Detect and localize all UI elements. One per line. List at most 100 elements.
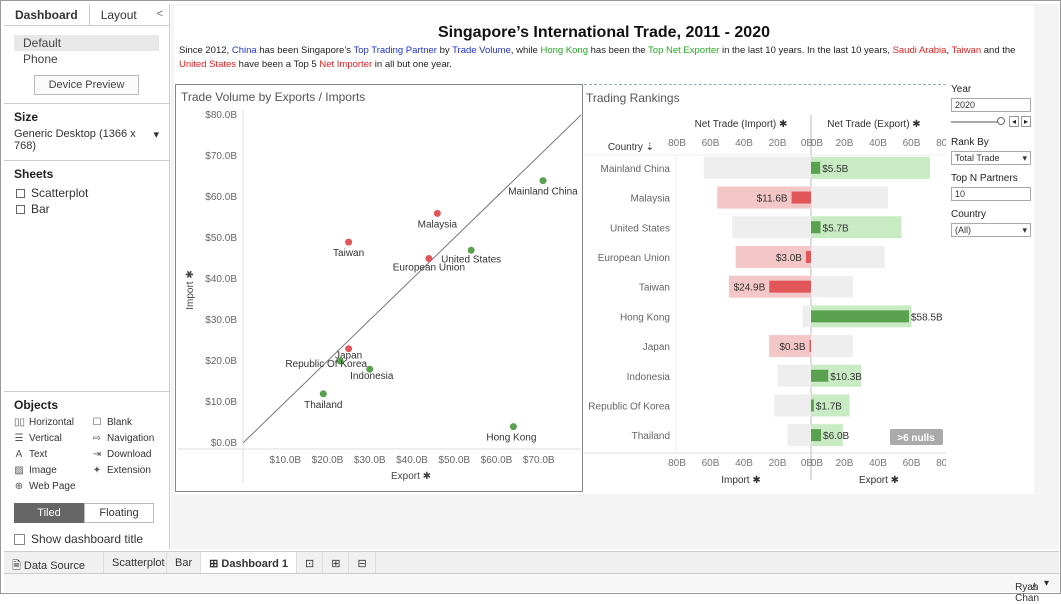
import-background-bar: [717, 186, 811, 209]
point-label: Malaysia: [418, 219, 458, 230]
subtitle-segment: Hong Kong: [540, 45, 588, 56]
tiled-button[interactable]: Tiled: [14, 503, 84, 523]
sheet-item-scatterplot[interactable]: Scatterplot: [14, 185, 159, 201]
object-item[interactable]: ⊕ Web Page: [14, 479, 92, 493]
subtitle-segment: by: [436, 45, 453, 56]
web-page-icon: ⊕: [14, 480, 24, 492]
new-worksheet-icon[interactable]: ⊡: [297, 552, 324, 573]
collapse-icon[interactable]: <: [156, 8, 163, 20]
scatter-point: [425, 255, 433, 262]
net-import-bar: [791, 191, 811, 204]
top-tick-right: 40B: [869, 138, 887, 149]
device-default[interactable]: Default: [14, 35, 159, 51]
point-label: Republic Of Korea: [285, 359, 367, 370]
tab-dashboard-1[interactable]: ⊞ Dashboard 1: [201, 552, 298, 573]
object-item[interactable]: ⇥ Download: [92, 447, 170, 461]
object-item[interactable]: ☐ Blank: [92, 415, 170, 429]
point-label: Taiwan: [333, 248, 364, 259]
new-story-icon[interactable]: ⊟: [349, 552, 376, 573]
tab-layout[interactable]: Layout: [100, 8, 137, 22]
tab-label: Dashboard 1: [221, 558, 289, 570]
net-export-label: $58.5B: [911, 312, 943, 323]
tab-scatterplot[interactable]: Scatterplot: [104, 552, 167, 573]
import-background-bar: [732, 216, 811, 239]
sheet-item-bar[interactable]: Bar: [14, 201, 159, 217]
subtitle-segment: , while: [510, 45, 541, 56]
year-value: 2020: [955, 100, 976, 110]
new-dashboard-icon[interactable]: ⊞: [323, 552, 350, 573]
topn-input[interactable]: 10: [951, 187, 1031, 201]
size-dropdown[interactable]: Generic Desktop (1366 x 768) ▾: [14, 128, 159, 152]
year-label: Year: [951, 84, 972, 95]
import-background-bar: [735, 245, 811, 268]
status-bar: ♙ Ryan Chan ▾: [4, 573, 1059, 604]
bottom-tick-left: 80B: [668, 458, 686, 469]
database-icon: 🗎: [12, 560, 24, 572]
device-phone[interactable]: Phone: [23, 52, 58, 66]
point-label: Japan: [335, 351, 362, 362]
size-title: Size: [14, 110, 39, 124]
country-dropdown[interactable]: (All) ▾: [951, 223, 1031, 237]
rankby-dropdown[interactable]: Total Trade ▾: [951, 151, 1031, 165]
object-item[interactable]: ☰ Vertical: [14, 431, 92, 445]
bottom-tick-right: 80B: [936, 458, 946, 469]
object-item[interactable]: ▯▯ Horizontal: [14, 415, 92, 429]
floating-button[interactable]: Floating: [84, 503, 154, 523]
subtitle-segment: have been a Top 5: [236, 59, 320, 70]
dashboard-title: Singapore’s International Trade, 2011 - …: [438, 24, 770, 41]
sheet-tabs-bar: 🗎 Data Source Scatterplot Bar ⊞ Dashboar…: [4, 551, 1059, 573]
dashboard-icon: ⊞: [209, 558, 222, 570]
export-background-bar: [811, 335, 853, 358]
device-preview-button[interactable]: Device Preview: [34, 75, 139, 95]
object-item[interactable]: ⇨ Navigation: [92, 431, 170, 445]
year-input[interactable]: 2020: [951, 98, 1031, 112]
net-export-bar: [811, 221, 821, 234]
filter-controls: Year 2020 ◂ ▸ Rank By Total Trade ▾ Top N…: [951, 84, 1031, 245]
user-name: Ryan Chan: [1015, 582, 1039, 604]
country-label: Malaysia: [631, 194, 671, 205]
country-label: European Union: [598, 253, 670, 264]
sheet-label: Scatterplot: [31, 186, 89, 200]
tiled-floating-toggle: Tiled Floating: [14, 503, 154, 523]
topn-label: Top N Partners: [951, 173, 1018, 184]
rankings-panel: Trading Rankings Net Trade (Import) ✱ Net…: [584, 84, 946, 492]
rankby-label: Rank By: [951, 137, 989, 148]
show-title-checkbox[interactable]: [14, 533, 25, 545]
object-label: Blank: [107, 416, 133, 428]
prev-year-icon[interactable]: ◂: [1008, 116, 1019, 127]
object-item[interactable]: A Text: [14, 447, 92, 461]
sheets-title: Sheets: [14, 167, 54, 181]
bottom-tick-right: 0B: [811, 458, 824, 469]
net-import-bar: [805, 250, 811, 263]
blank-icon: ☐: [92, 416, 102, 428]
size-value: Generic Desktop (1366 x 768): [14, 128, 136, 152]
tab-bar[interactable]: Bar: [167, 552, 202, 573]
next-year-icon[interactable]: ▸: [1020, 116, 1031, 127]
tab-dashboard[interactable]: Dashboard: [4, 4, 90, 25]
import-background-bar: [787, 424, 811, 447]
user-menu[interactable]: ♙ Ryan Chan ▾: [1015, 578, 1049, 604]
subtitle-segment: Saudi Arabia: [892, 45, 947, 56]
scatter-point: [509, 423, 517, 431]
object-item[interactable]: ▨ Image: [14, 463, 92, 477]
subtitle-segment: United States: [179, 59, 237, 70]
scatter-point: [539, 177, 547, 185]
scatter-chart: $0.0B $10.0B $20.0B $30.0B $40.0B $50.0B $60.0…: [178, 110, 582, 483]
sheet-label: Bar: [31, 202, 50, 216]
export-background-bar: [811, 156, 930, 179]
net-import-label: $0.3B: [779, 342, 805, 353]
extension-icon: ✦: [92, 464, 102, 476]
horizontal-icon: ▯▯: [14, 416, 26, 428]
y-tick-label: $50.0B: [205, 233, 237, 244]
slider-handle[interactable]: [996, 116, 1005, 125]
tab-data-source[interactable]: 🗎 Data Source: [4, 552, 104, 573]
y-tick-label: $80.0B: [205, 110, 237, 121]
net-export-bar: [811, 399, 814, 412]
year-slider[interactable]: ◂ ▸: [951, 116, 1031, 127]
show-title-option[interactable]: Show dashboard title: [14, 532, 159, 546]
objects-section: Objects ▯▯ Horizontal ☐ Blank ☰ Vertical ⇨ Navi…: [4, 391, 169, 546]
object-item[interactable]: ✦ Extension: [92, 463, 170, 477]
top-tick-left: 20B: [769, 138, 787, 149]
country-header: Country ⇣: [608, 142, 654, 153]
point-label: Indonesia: [350, 371, 394, 382]
